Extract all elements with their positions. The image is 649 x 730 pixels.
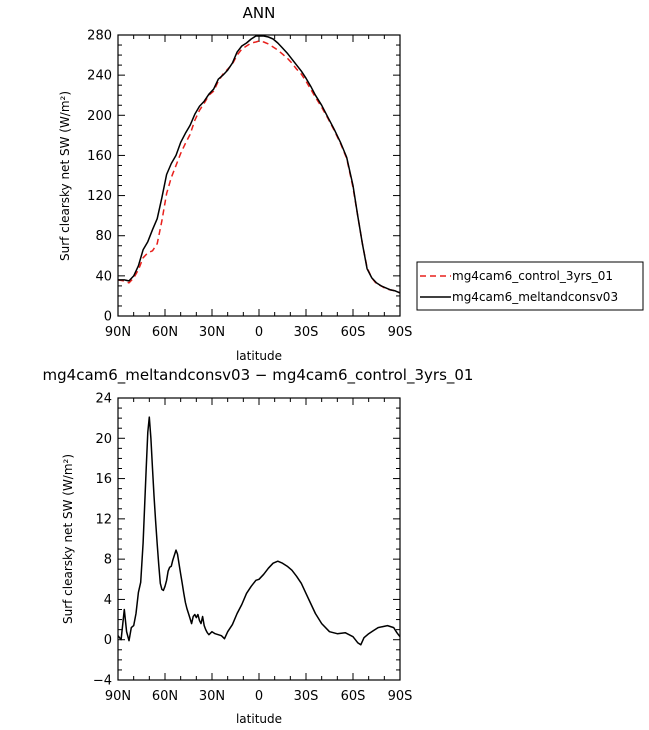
bottom-series-line-1 [117,416,401,646]
top-x-tick-label: 30N [199,325,225,340]
legend-label-meltandconsv: mg4cam6_meltandconsv03 [452,290,618,304]
top-x-tick-label: 0 [255,325,263,340]
bottom-y-axis-label: Surf clearsky net SW (W/m²) [61,454,75,624]
bottom-x-tick-label: 0 [255,689,263,704]
bottom-plot-frame [117,397,401,681]
top-x-axis-label: latitude [236,349,282,363]
bottom-x-tick-label: 60N [152,689,178,704]
top-y-tick-label: 280 [87,29,112,44]
bottom-x-tick-label: 90N [105,689,131,704]
top-series [117,35,401,294]
top-axes: 90N 60N 30N 0 30S 60S 90S 0 40 80 120 160 200 240 280 [87,29,412,341]
top-series-line-1 [117,40,401,294]
top-x-tick-label: 60N [152,325,178,340]
bottom-panel: mg4cam6_meltandconsv03 − mg4cam6_control… [43,366,474,726]
top-panel-title: ANN [243,4,276,22]
top-y-tick-label: 0 [104,310,112,325]
top-y-tick-label: 240 [87,69,112,84]
bottom-axes: 90N 60N 30N 0 30S 60S 90S −4 0 4 8 12 16 20 24 [93,392,413,705]
bottom-y-tick-label: 4 [104,593,112,608]
legend: mg4cam6_control_3yrs_01 mg4cam6_meltandc… [416,261,644,311]
legend-label-control: mg4cam6_control_3yrs_01 [452,269,613,283]
bottom-panel-title: mg4cam6_meltandconsv03 − mg4cam6_control… [43,366,474,385]
top-y-axis-label: Surf clearsky net SW (W/m²) [58,91,72,261]
top-y-tick-label: 80 [95,229,112,244]
top-panel: ANN 90N 60N 30N 0 30S 60S 90S 0 40 80 120 160 200 240… [58,4,412,363]
top-y-tick-label: 40 [95,269,112,284]
bottom-series [117,416,401,646]
top-y-tick-label: 120 [87,189,112,204]
bottom-y-tick-label: 12 [95,512,112,527]
bottom-y-tick-label: 24 [95,392,112,407]
legend-box [416,261,644,311]
top-plot-frame [117,34,401,317]
bottom-y-tick-label: 8 [104,553,112,568]
top-y-tick-label: 200 [87,109,112,124]
bottom-y-tick-label: −4 [93,674,112,689]
top-x-tick-label: 90N [105,325,131,340]
top-x-tick-label: 90S [388,325,413,340]
top-y-tick-label: 160 [87,149,112,164]
bottom-y-tick-label: 16 [95,472,112,487]
bottom-y-tick-label: 0 [104,633,112,648]
top-x-tick-label: 60S [341,325,366,340]
bottom-x-tick-label: 30S [294,689,319,704]
bottom-x-tick-label: 90S [388,689,413,704]
top-x-tick-label: 30S [294,325,319,340]
bottom-y-tick-label: 20 [95,432,112,447]
top-series-line-2 [118,35,401,294]
bottom-x-tick-label: 30N [199,689,225,704]
bottom-x-axis-label: latitude [236,712,282,726]
bottom-x-tick-label: 60S [341,689,366,704]
